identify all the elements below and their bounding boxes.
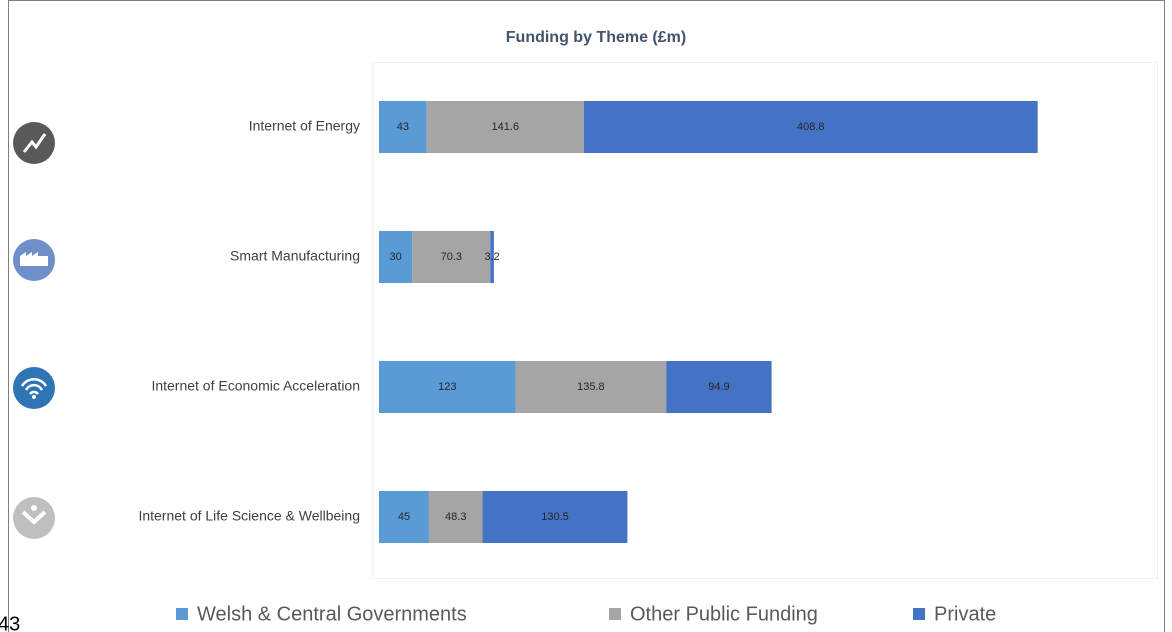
bar-segment [482, 491, 628, 543]
footnote: 43 [0, 613, 20, 632]
bar-segment [666, 361, 772, 413]
bar-segment [412, 231, 491, 283]
data-label: 141.6 [492, 121, 520, 133]
y-tick-label: Internet of Life Science & Wellbeing [138, 508, 360, 524]
data-label: 123 [438, 381, 456, 393]
icon-life [13, 497, 55, 539]
legend-label: Other Public Funding [630, 603, 818, 625]
bar-segment [428, 491, 483, 543]
data-label: 30 [390, 251, 402, 263]
data-label: 408.8 [797, 121, 825, 133]
legend-swatch [913, 608, 925, 620]
data-label: 130.5 [541, 511, 569, 523]
category-icons [13, 122, 55, 539]
icon-glyph [22, 133, 47, 153]
icon-glyph [21, 510, 47, 525]
icon-glyph [20, 252, 48, 266]
y-tick-label: Internet of Economic Acceleration [151, 378, 360, 394]
chart-border [8, 0, 1165, 632]
data-label: 43 [397, 121, 409, 133]
y-tick-label: Smart Manufacturing [230, 248, 360, 264]
bar-segment [583, 101, 1038, 153]
bar-segment [426, 101, 584, 153]
data-label: 70.3 [441, 251, 462, 263]
data-label: 45 [398, 511, 410, 523]
bar-segment [379, 101, 427, 153]
icon-glyph [32, 395, 36, 399]
icon-economic [13, 367, 55, 409]
legend-swatch [609, 608, 621, 620]
icon-glyph [20, 377, 48, 395]
bar-segment [379, 231, 413, 283]
icon-glyph [31, 505, 37, 511]
plot-area [372, 62, 1158, 579]
data-label: 48.3 [445, 511, 466, 523]
y-tick-label: Internet of Energy [249, 118, 360, 134]
bar-segment [379, 361, 516, 413]
bar-segment [379, 491, 429, 543]
data-label: 135.8 [577, 381, 605, 393]
bar-segment [490, 231, 494, 283]
chart-title: Funding by Theme (£m) [506, 29, 686, 46]
legend-label: Welsh & Central Governments [197, 603, 467, 625]
data-label: 94.9 [708, 381, 729, 393]
data-label: 3.2 [484, 251, 499, 263]
legend-swatch [176, 608, 188, 620]
bar-segment [515, 361, 667, 413]
legend-label: Private [934, 603, 996, 625]
